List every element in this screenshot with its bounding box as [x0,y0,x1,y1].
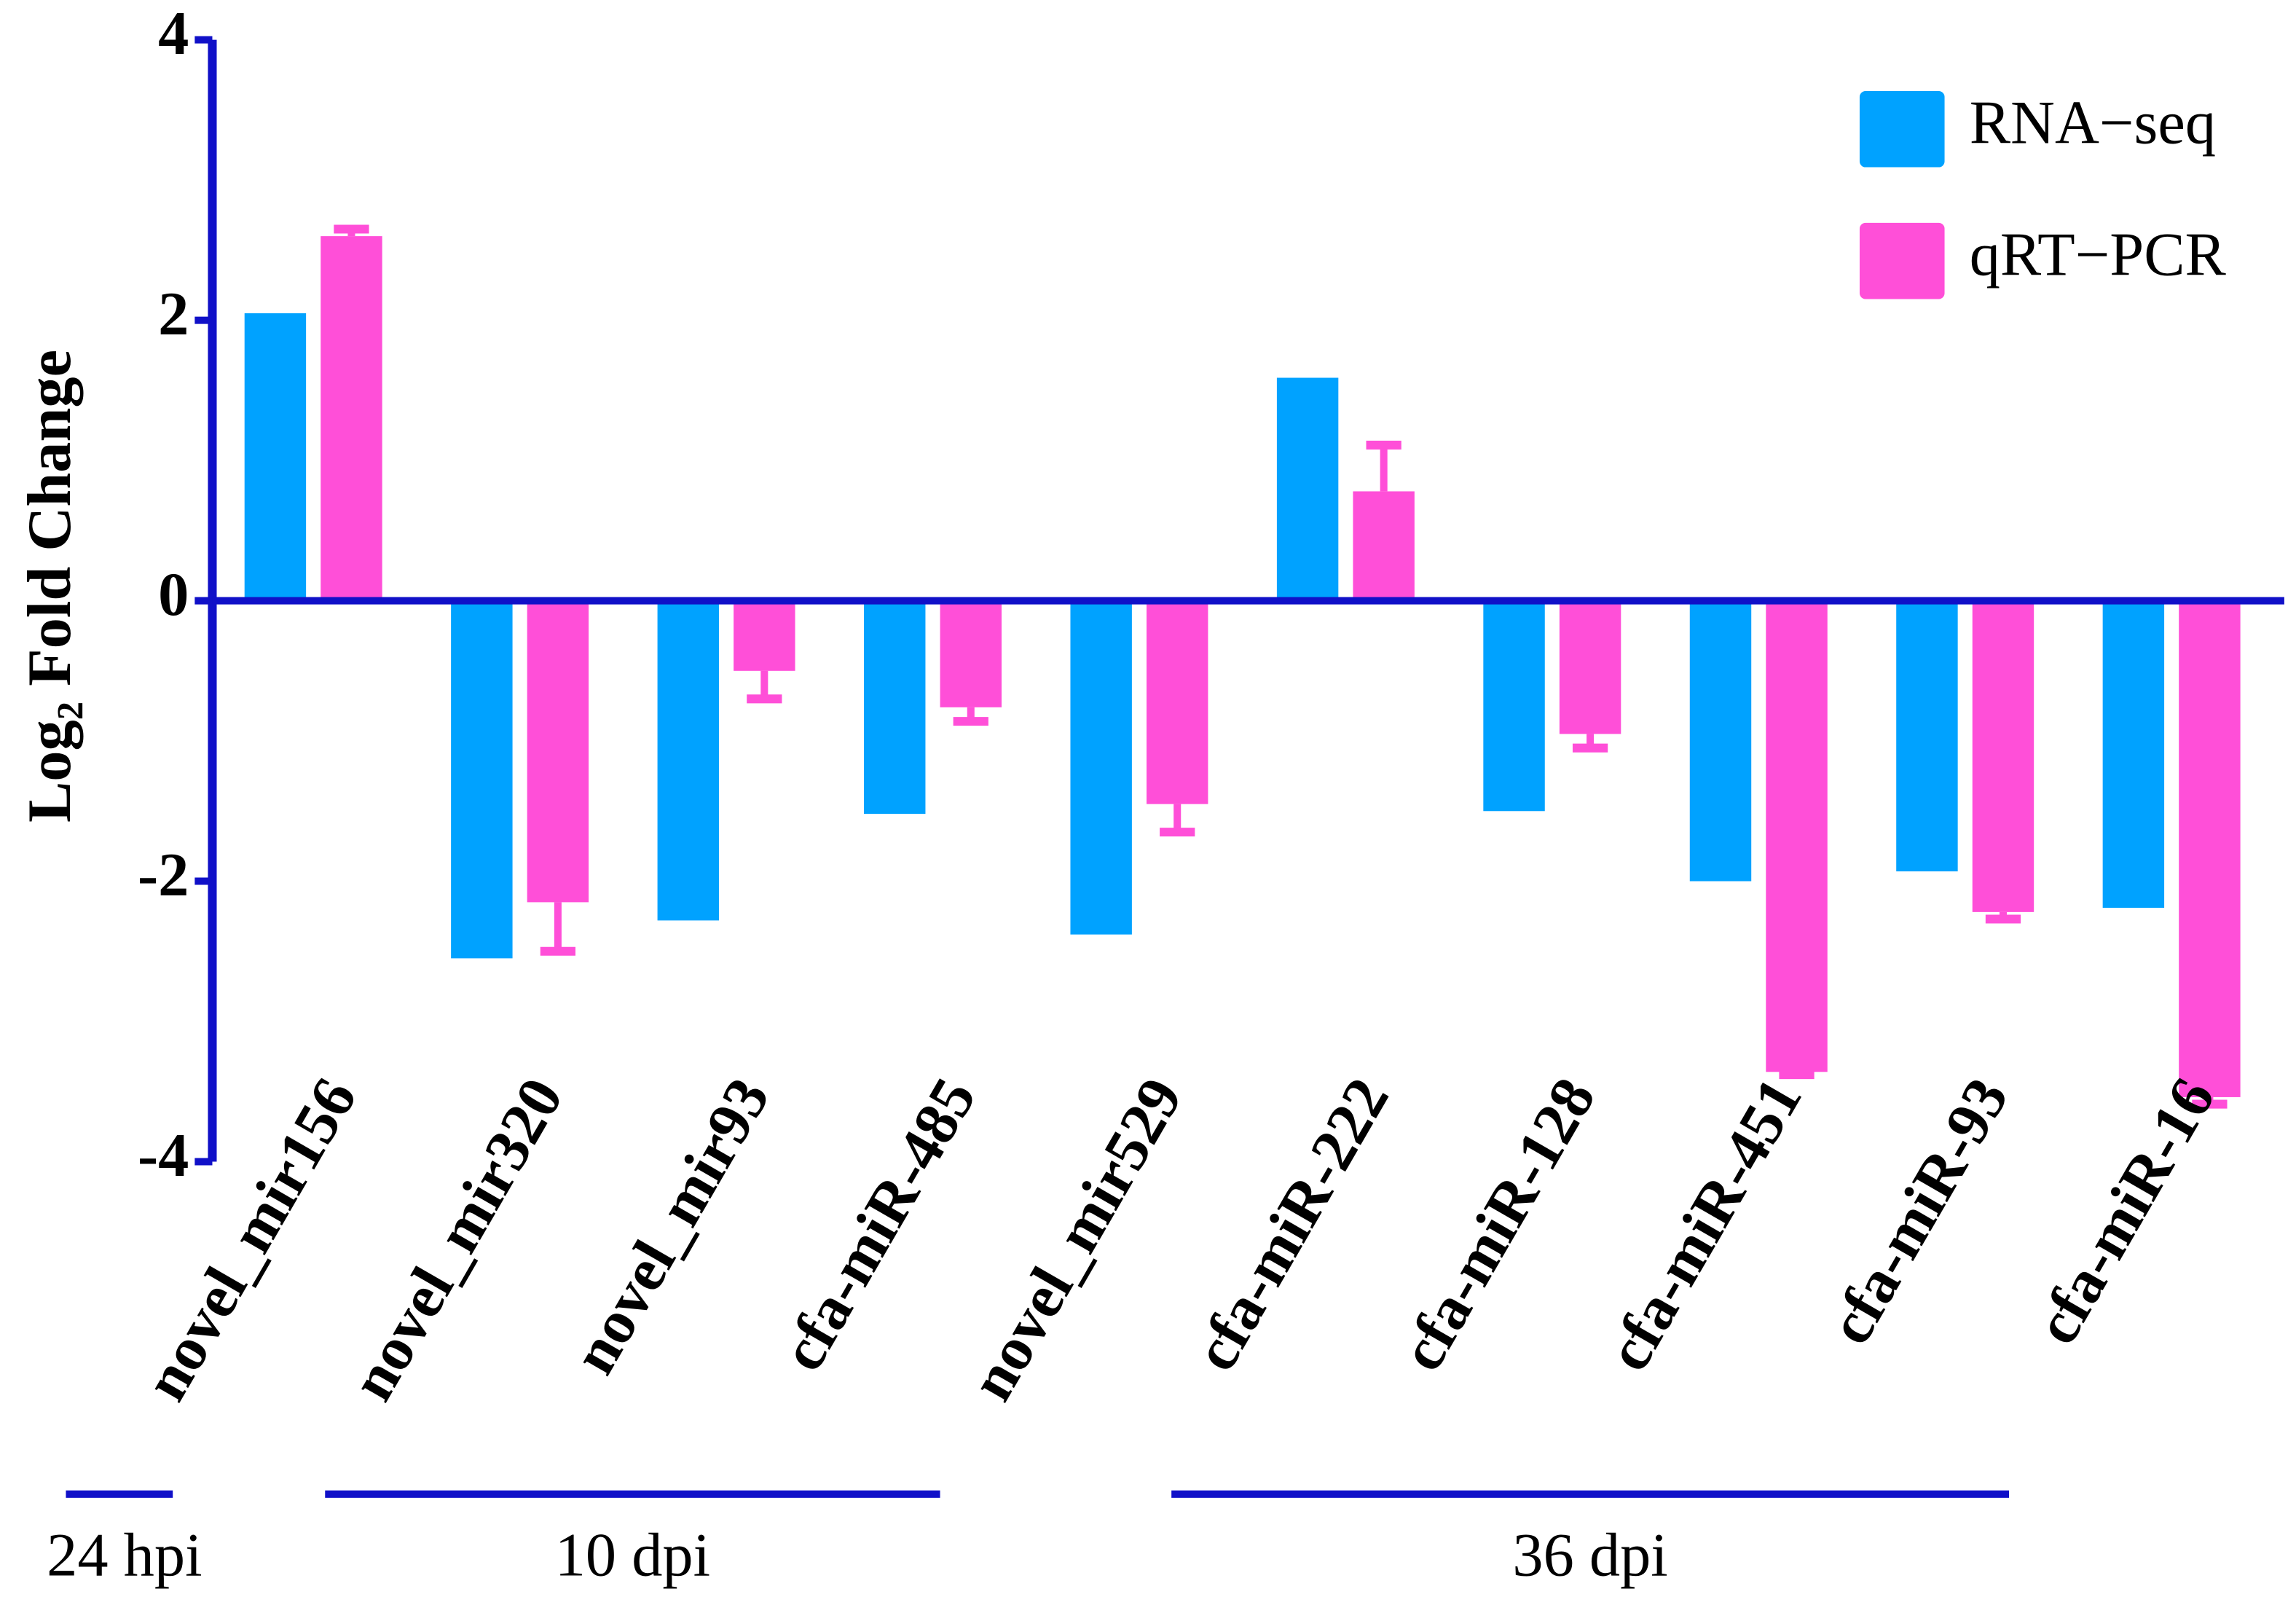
x-tick-label: novel_mir156 [132,1067,370,1412]
legend-label: RNA−seq [1970,90,2216,157]
legend-swatch [1859,222,1945,299]
x-tick-label: cfa-miR-128 [1388,1067,1608,1382]
x-tick-label: cfa-miR-16 [2022,1067,2228,1356]
bar [1353,491,1415,601]
x-tick-label: cfa-miR-93 [1816,1067,2021,1356]
bar [1146,600,1208,804]
bar [1896,600,1958,872]
bar [321,236,382,601]
y-tick-label: 4 [158,0,189,68]
bar [734,600,795,671]
bar [1689,600,1752,882]
bar [1070,600,1132,935]
bar [527,600,589,903]
y-axis-label: Log₂ Fold Change [16,350,84,823]
group-label: 10 dpi [555,1522,710,1590]
x-tick-label: cfa-miR-222 [1182,1067,1402,1382]
y-tick-label: -4 [138,1122,189,1190]
bar [864,600,926,815]
bar [244,313,307,601]
bar [451,600,513,959]
bar [940,600,1002,707]
x-tick-label: cfa-miR-485 [768,1067,989,1382]
x-tick-label: novel_mir93 [560,1067,783,1385]
bar [2179,600,2241,1097]
x-tick-label: novel_mir320 [338,1067,576,1412]
legend-label: qRT−PCR [1970,221,2227,289]
bar [657,600,720,921]
bar [1276,377,1339,601]
x-tick-label: cfa-miR-451 [1595,1067,1815,1382]
legend-swatch [1859,91,1945,168]
group-label: 24 hpi [47,1522,202,1590]
bar [1766,600,1828,1072]
x-tick-label: novel_mir529 [958,1067,1196,1412]
y-tick-label: -2 [138,841,189,909]
y-tick-label: 2 [158,280,189,348]
group-label: 36 dpi [1512,1522,1667,1590]
bar [1483,600,1545,812]
bar [1972,600,2034,912]
bar [2102,600,2165,908]
bar [1559,600,1621,734]
y-tick-label: 0 [158,561,189,629]
